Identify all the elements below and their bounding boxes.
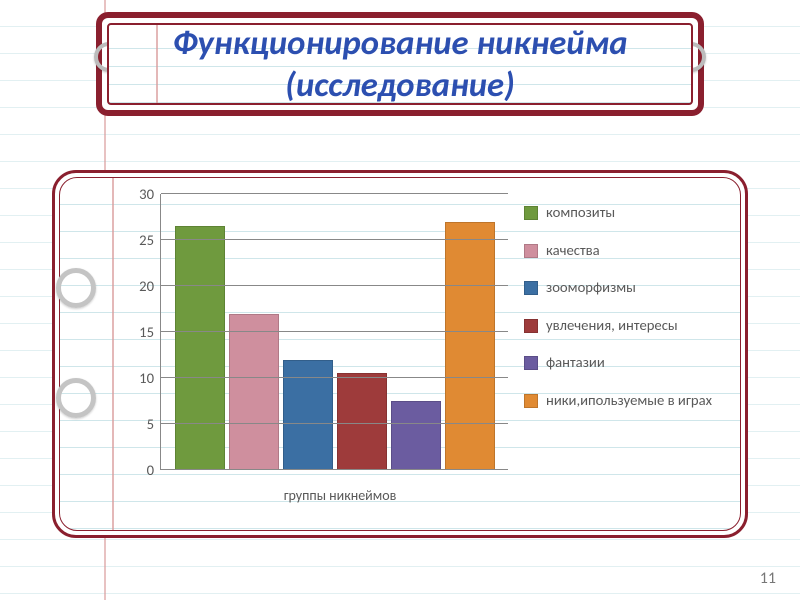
y-tick: 10	[139, 369, 154, 387]
legend-label: зооморфизмы	[546, 279, 636, 297]
binder-ring-icon	[56, 378, 96, 418]
bars-container	[161, 194, 508, 470]
gridline	[161, 331, 508, 332]
legend-label: композиты	[546, 204, 615, 222]
binder-ring-icon	[56, 268, 96, 308]
gridline	[161, 239, 508, 240]
legend-label: фантазии	[546, 354, 605, 372]
legend-item: фантазии	[524, 354, 724, 372]
y-tick: 20	[139, 277, 154, 295]
legend-item: увлечения, интересы	[524, 317, 724, 335]
legend-swatch-icon	[524, 244, 538, 258]
title-inner: Функционирование никнейма (исследование)	[107, 23, 693, 105]
bar	[337, 373, 387, 470]
bar	[229, 314, 279, 470]
chart-card-inner: 0 5 10 15 20 25 30 композиты качества зооморфизм…	[59, 177, 741, 531]
legend-swatch-icon	[524, 206, 538, 220]
legend-swatch-icon	[524, 356, 538, 370]
y-tick: 30	[139, 185, 154, 203]
y-axis: 051015202530	[120, 194, 160, 470]
gridline	[161, 285, 508, 286]
legend-label: ники,ипользуемые в играх	[546, 392, 712, 410]
bar	[445, 222, 495, 470]
gridline	[161, 469, 508, 470]
chart-area: 051015202530 композитыкачествазооморфизм…	[120, 194, 724, 470]
page-number: 11	[760, 569, 776, 588]
title-line1: Функционирование никнейма	[172, 23, 627, 64]
title-card: Функционирование никнейма (исследование)	[96, 12, 704, 116]
legend: композиты качества зооморфизмы увлечения, и…	[508, 194, 724, 470]
gridline	[161, 377, 508, 378]
chart-card: 0 5 10 15 20 25 30 композиты качества зооморфизм…	[52, 170, 748, 538]
y-tick: 25	[139, 231, 154, 249]
y-tick: 5	[147, 415, 154, 433]
gridline	[161, 193, 508, 194]
y-tick: 15	[139, 323, 154, 341]
legend-item: композиты	[524, 204, 724, 222]
legend-item: качества	[524, 242, 724, 260]
legend-swatch-icon	[524, 319, 538, 333]
title-line2: (исследование)	[285, 64, 515, 105]
legend-label: качества	[546, 242, 600, 260]
legend-item: ники,ипользуемые в играх	[524, 392, 724, 410]
bar	[175, 226, 225, 470]
x-axis-label: группы никнеймов	[160, 487, 520, 504]
legend-label: увлечения, интересы	[546, 317, 678, 335]
gridline	[161, 423, 508, 424]
y-tick: 0	[147, 461, 154, 479]
bar	[391, 401, 441, 470]
slide: Функционирование никнейма (исследование)…	[0, 0, 800, 600]
plot	[160, 194, 508, 470]
legend-item: зооморфизмы	[524, 279, 724, 297]
legend-swatch-icon	[524, 281, 538, 295]
legend-swatch-icon	[524, 394, 538, 408]
plot-wrap: композиты качества зооморфизмы увлечения, и…	[160, 194, 724, 470]
